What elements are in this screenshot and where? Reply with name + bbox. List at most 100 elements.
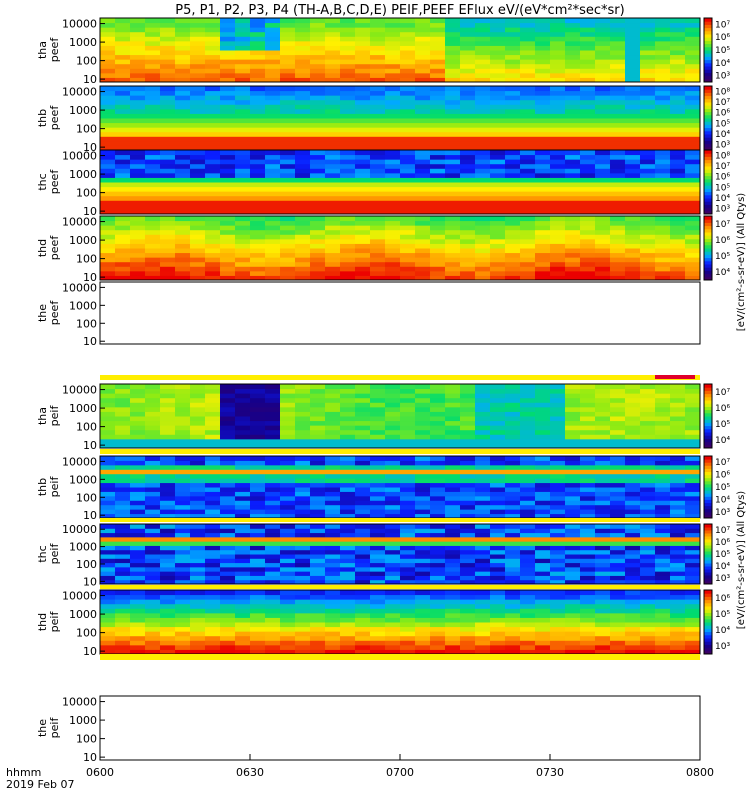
spectrogram-cell (130, 425, 146, 431)
spectrogram-cell (595, 140, 611, 146)
spectrogram-cell (595, 635, 611, 641)
spectrogram-cell (235, 554, 251, 559)
spectrogram-cell (205, 72, 221, 78)
spectrogram-cell (490, 31, 506, 37)
spectrogram-cell (340, 487, 356, 492)
spectrogram-cell (520, 487, 536, 492)
spectrogram-cell (280, 275, 296, 281)
spectrogram-cell (640, 118, 656, 124)
colorbar-tick-label: 10⁴ (715, 194, 730, 204)
spectrogram-cell (520, 603, 536, 609)
spectrogram-cell (100, 425, 116, 431)
spectrogram-cell (175, 622, 191, 628)
spectrogram-cell (295, 31, 311, 37)
spectrogram-cell (235, 191, 251, 197)
spectrogram-cell (430, 27, 446, 33)
spectrogram-cell (505, 140, 521, 146)
spectrogram-cell (550, 536, 566, 542)
spectrogram-cell (475, 603, 491, 609)
colorbar-segment (704, 644, 712, 649)
spectrogram-cell (280, 243, 296, 249)
spectrogram-cell (175, 270, 191, 276)
spectrogram-cell (325, 31, 341, 37)
spectrogram-cell (220, 18, 236, 24)
spectrogram-cell (670, 186, 686, 192)
spectrogram-cell (385, 635, 401, 641)
spectrogram-cell (145, 68, 161, 74)
spectrogram-cell (265, 252, 281, 258)
spectrogram-cell (595, 541, 611, 546)
spectrogram-cell (115, 27, 131, 33)
spectrogram-cell (250, 225, 266, 231)
spectrogram-cell (205, 495, 221, 501)
spectrogram-cell (670, 541, 686, 546)
spectrogram-cell (100, 177, 116, 183)
spectrogram-cell (595, 266, 611, 272)
spectrogram-cell (265, 406, 281, 412)
spectrogram-cell (430, 528, 446, 534)
spectrogram-cell (205, 86, 221, 92)
spectrogram-cell (100, 617, 116, 623)
spectrogram-cell (505, 541, 521, 546)
spectrogram-cell (325, 118, 341, 124)
spectrogram-cell (160, 163, 176, 169)
spectrogram-cell (595, 456, 611, 461)
spectrogram-cell (655, 99, 671, 105)
spectrogram-cell (535, 99, 551, 105)
spectrogram-cell (340, 649, 356, 655)
spectrogram-cell (415, 145, 431, 151)
spectrogram-cell (130, 460, 146, 466)
spectrogram-cell (220, 504, 236, 510)
spectrogram-cell (490, 524, 506, 529)
spectrogram-cell (385, 460, 401, 466)
spectrogram-cell (160, 238, 176, 244)
spectrogram-cell (100, 558, 116, 564)
spectrogram-cell (280, 617, 296, 623)
spectrogram-cell (520, 252, 536, 258)
spectrogram-cell (580, 528, 596, 534)
spectrogram-cell (520, 541, 536, 546)
spectrogram-cell (175, 77, 191, 83)
spectrogram-cell (100, 473, 116, 479)
spectrogram-cell (490, 22, 506, 28)
spectrogram-cell (415, 549, 431, 555)
spectrogram-cell (535, 77, 551, 83)
spectrogram-cell (565, 532, 581, 538)
spectrogram-cell (445, 59, 461, 65)
spectrogram-cell (415, 172, 431, 178)
spectrogram-cell (205, 566, 221, 572)
spectrogram-cell (580, 204, 596, 210)
spectrogram-cell (310, 416, 326, 422)
spectrogram-cell (250, 571, 266, 576)
colorbar-segment (704, 499, 712, 503)
spectrogram-cell (355, 266, 371, 272)
spectrogram-cell (640, 464, 656, 470)
spectrogram-cell (250, 590, 266, 596)
spectrogram-cell (490, 90, 506, 96)
spectrogram-cell (190, 220, 206, 226)
spectrogram-cell (460, 425, 476, 431)
spectrogram-cell (670, 411, 686, 417)
spectrogram-cell (595, 68, 611, 74)
spectrogram-cell (190, 434, 206, 440)
spectrogram-cell (310, 86, 326, 92)
spectrogram-cell (310, 504, 326, 510)
spectrogram-cell (100, 108, 116, 114)
spectrogram-cell (415, 487, 431, 492)
spectrogram-cell (610, 622, 626, 628)
panel-frame (99, 523, 701, 585)
spectrogram-cell (415, 545, 431, 551)
spectrogram-cell (280, 579, 296, 585)
spectrogram-cell (565, 113, 581, 119)
spectrogram-cell (505, 478, 521, 484)
spectrogram-cell (355, 478, 371, 484)
spectrogram-cell (520, 464, 536, 470)
spectrogram-cell (670, 635, 686, 641)
spectrogram-cell (385, 425, 401, 431)
spectrogram-cell (280, 72, 296, 78)
spectrogram-cell (415, 590, 431, 596)
spectrogram-cell (475, 172, 491, 178)
spectrogram-cell (655, 469, 671, 475)
spectrogram-cell (565, 579, 581, 585)
